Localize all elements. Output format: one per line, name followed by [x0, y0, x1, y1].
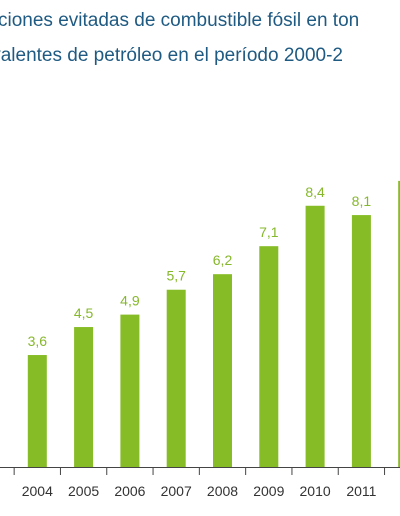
x-tick-label-2008: 2008: [207, 483, 238, 499]
bar-2004: [27, 355, 47, 467]
value-label-2004: 3,6: [28, 333, 48, 349]
x-tick-label-2006: 2006: [114, 483, 145, 499]
value-label-2006: 4,9: [120, 293, 140, 309]
x-tick-label-2004: 2004: [22, 483, 53, 499]
value-label-2011: 8,1: [352, 193, 372, 209]
value-label-2009: 7,1: [259, 224, 279, 240]
x-tick-label-2011: 2011: [346, 483, 376, 499]
value-label-2008: 6,2: [213, 252, 233, 268]
bar-2008: [213, 274, 232, 467]
bar-20: [398, 180, 400, 467]
bar-2009: [259, 246, 279, 467]
bar-2010: [305, 205, 325, 467]
x-tick-label-2005: 2005: [68, 483, 99, 499]
value-label-2005: 4,5: [74, 305, 94, 321]
bar-2007: [166, 289, 186, 467]
x-tick-label-2010: 2010: [300, 483, 331, 499]
x-tick-label-2007: 2007: [161, 483, 192, 499]
x-tick-label-2009: 2009: [253, 483, 284, 499]
bar-2006: [120, 314, 140, 467]
bar-2005: [74, 327, 94, 467]
chart-title-line-2: ivalentes de petróleo en el período 2000…: [0, 45, 343, 66]
value-label-2010: 8,4: [305, 184, 325, 200]
value-label-2007: 5,7: [166, 268, 186, 284]
bar-2011: [351, 215, 371, 467]
chart-title-line-1: ciones evitadas de combustible fósil en …: [0, 10, 360, 31]
